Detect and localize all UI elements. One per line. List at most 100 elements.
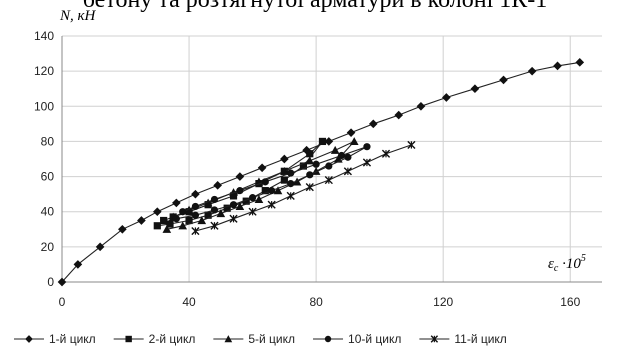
square-marker <box>125 335 132 343</box>
diamond-marker <box>73 260 83 269</box>
diamond-marker <box>416 101 426 111</box>
series-4 <box>172 143 371 223</box>
triangle-marker <box>235 202 245 211</box>
circle-marker <box>229 201 238 209</box>
square-marker <box>166 220 174 228</box>
x-star-marker <box>362 158 372 167</box>
circle-marker <box>363 143 371 151</box>
circle-marker <box>306 171 314 179</box>
square-marker <box>204 211 212 219</box>
y-axis-label: N, кН <box>59 8 97 24</box>
circle-marker <box>325 162 333 170</box>
triangle-marker <box>254 195 264 204</box>
diamond-marker <box>553 61 562 71</box>
diamond-marker <box>57 277 67 287</box>
circle-marker <box>191 202 200 211</box>
triangle-marker <box>203 198 213 207</box>
y-tick-label: 60 <box>41 170 55 184</box>
square-marker <box>223 204 231 212</box>
legend-label: 10-й цикл <box>348 332 401 346</box>
triangle-marker <box>224 335 233 343</box>
x-tick-label: 40 <box>182 295 196 309</box>
legend-label: 1-й цикл <box>49 332 96 346</box>
x-star-marker <box>324 175 333 185</box>
legend: 1-й цикл 2-й цикл 5-й цикл 10-й цикл 11-й ци… <box>14 332 507 346</box>
circle-marker <box>337 151 346 160</box>
diamond-marker <box>499 75 508 85</box>
y-tick-label: 40 <box>41 205 55 219</box>
diamond-marker <box>137 216 146 225</box>
legend-item-4: 10-й цикл <box>313 332 401 346</box>
triangle-marker <box>349 137 359 146</box>
diamond-marker <box>213 181 222 190</box>
triangle-marker <box>292 177 302 186</box>
legend-item-1: 1-й цикл <box>14 332 96 346</box>
legend-item-2: 2-й цикл <box>113 332 195 346</box>
circle-marker <box>287 180 295 188</box>
triangle-marker <box>216 209 226 218</box>
square-marker <box>160 216 168 225</box>
y-tick-label: 0 <box>47 275 54 289</box>
diamond-marker <box>152 207 162 217</box>
circle-marker <box>344 153 352 161</box>
square-marker <box>280 176 288 184</box>
square-marker <box>299 162 308 170</box>
circle-marker <box>248 194 257 202</box>
circle-marker <box>287 169 295 177</box>
legend-label: 11-й цикл <box>454 332 506 346</box>
square-marker <box>318 137 327 146</box>
circle-marker <box>210 195 219 204</box>
x-star-marker <box>248 207 257 216</box>
circle-marker <box>179 208 187 216</box>
diamond-marker <box>191 189 200 199</box>
page-title: бетону та розтягнутої арматури в колоні … <box>82 0 548 13</box>
x-star-marker <box>210 221 219 230</box>
triangle-marker <box>280 166 289 175</box>
circle-marker <box>172 215 180 223</box>
x-star-marker <box>407 140 416 150</box>
series-group <box>57 58 585 287</box>
diamond-marker <box>575 58 585 67</box>
triangle-marker <box>305 156 315 165</box>
x-tick-labels: 0 40 80 120 160 <box>59 295 581 309</box>
x-star-marker <box>229 214 238 223</box>
circle-marker <box>312 160 320 168</box>
x-tick-label: 120 <box>433 295 453 309</box>
axes <box>61 36 602 283</box>
diamond-marker <box>394 110 404 120</box>
triangle-marker <box>330 145 340 154</box>
y-tick-label: 120 <box>34 64 54 78</box>
x-star-marker <box>305 183 314 192</box>
diamond-marker <box>95 242 105 252</box>
x-tick-label: 160 <box>560 295 580 309</box>
diamond-marker <box>324 137 334 146</box>
x-axis-label-tail: ·10 <box>558 256 581 272</box>
circle-marker <box>191 211 200 219</box>
triangle-marker <box>162 224 172 233</box>
diamond-marker <box>172 198 181 208</box>
x-star-marker <box>286 191 295 200</box>
circle-marker <box>261 178 269 186</box>
diamond-marker <box>368 119 378 129</box>
diamond-marker <box>118 224 127 234</box>
diamond-marker <box>25 335 33 343</box>
legend-label: 5-й цикл <box>248 332 295 346</box>
x-axis-label: εc ·105 <box>548 253 586 274</box>
x-star-marker <box>191 226 200 236</box>
diamond-marker <box>235 172 245 181</box>
diamond-marker <box>257 163 267 173</box>
x-star-marker <box>343 167 352 176</box>
circle-marker <box>324 335 332 343</box>
triangle-marker <box>273 186 283 195</box>
x-axis-label-sub: c <box>554 263 559 274</box>
diamond-marker <box>527 66 537 76</box>
series-line <box>195 144 412 232</box>
x-axis-label-sup: 5 <box>581 253 586 264</box>
diamond-marker <box>470 84 480 94</box>
x-tick-label: 80 <box>309 295 323 309</box>
y-tick-label: 20 <box>41 240 55 254</box>
legend-item-5: 11-й цикл <box>419 332 507 346</box>
x-tick-label: 0 <box>59 295 66 309</box>
series-1 <box>57 58 585 287</box>
diamond-marker <box>280 154 289 164</box>
